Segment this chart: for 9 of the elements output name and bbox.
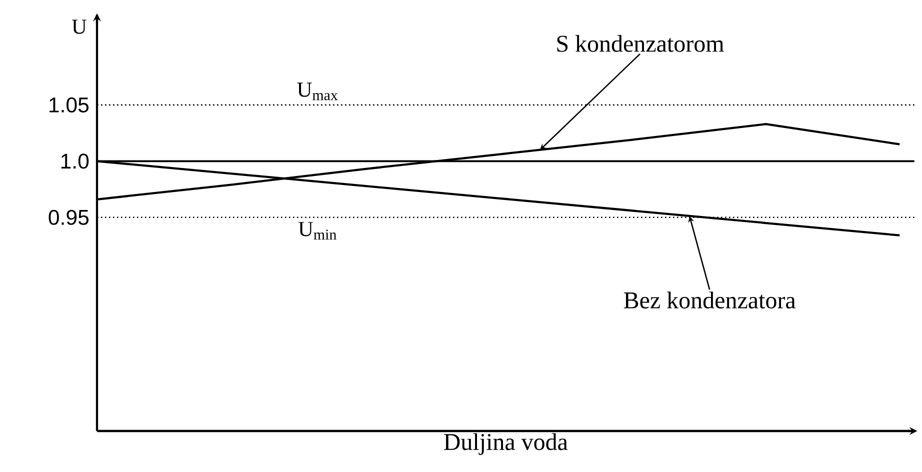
y-axis-title: U: [72, 20, 86, 34]
ref-line-label: U$_{max}$: [297, 82, 338, 100]
y-tick-label: 0.95: [48, 210, 89, 225]
x-axis-title: Duljina voda: [444, 433, 568, 455]
y-tick-label: 1.0: [61, 154, 89, 169]
annotation: S kondenzatorom: [557, 35, 724, 52]
annotation: Bez kondenzatora: [624, 292, 796, 308]
y-tick-label: 1.05: [50, 97, 89, 113]
ref-line-label: U$_{min}$: [298, 222, 336, 240]
